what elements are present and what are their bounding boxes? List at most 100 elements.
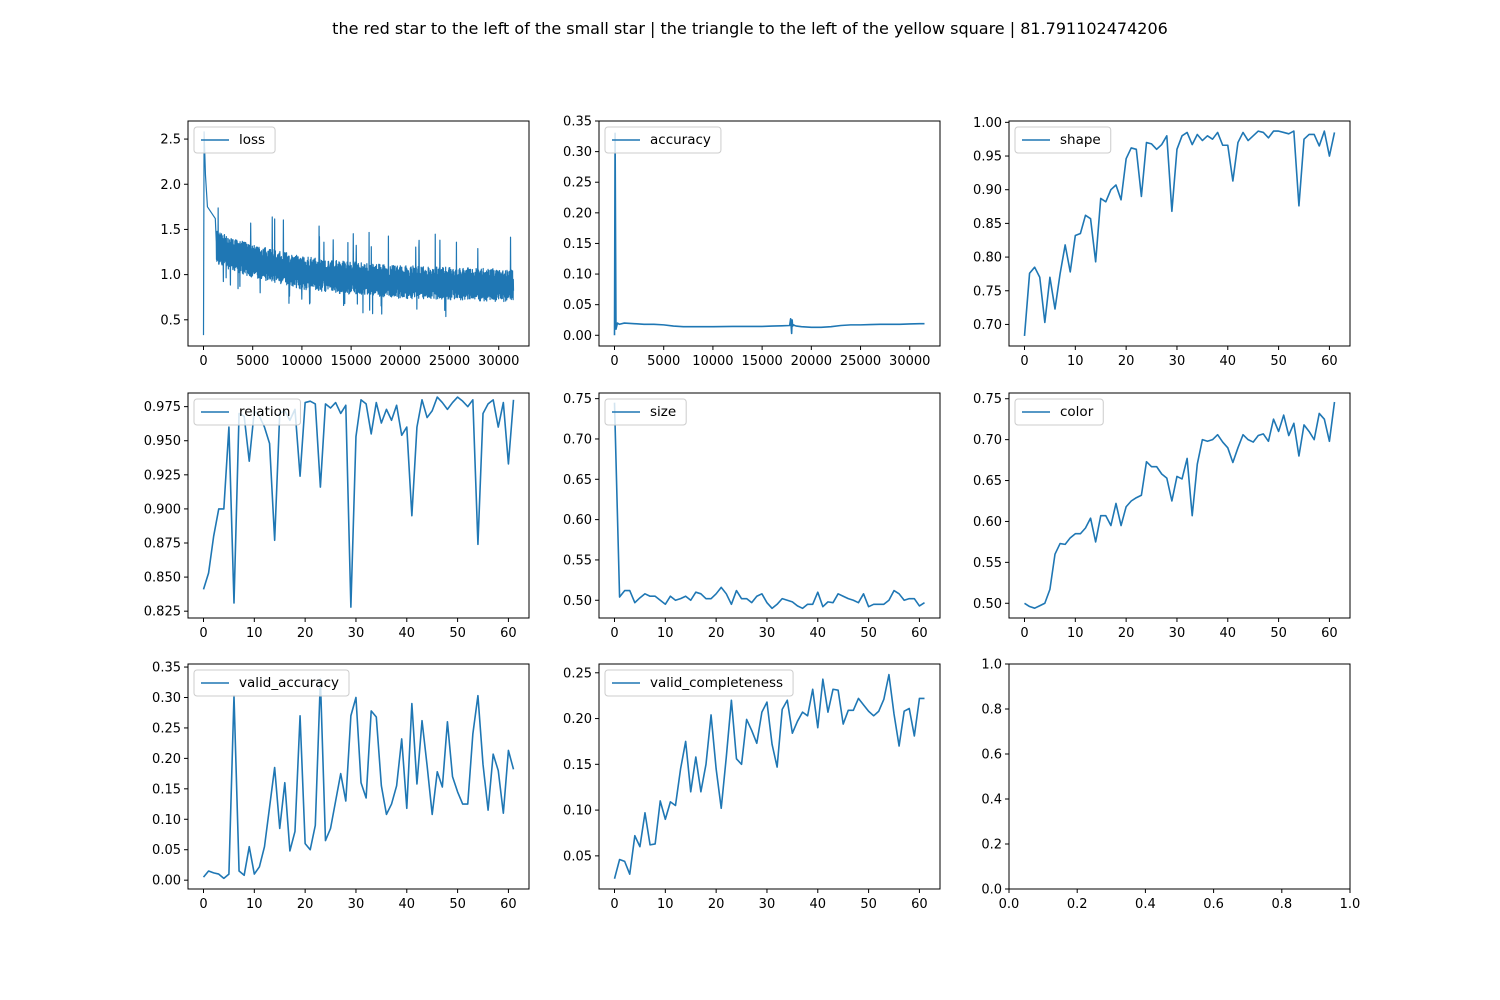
y-tick-label: 0.85 — [973, 217, 1002, 232]
subplot-accuracy: 0 5000 10000 15000 20000 25000 30000 0.00 0.05 0.… — [563, 115, 941, 369]
axes-frame — [598, 392, 941, 619]
legend-label: shape — [1060, 132, 1101, 148]
y-tick-label: 2.0 — [160, 178, 181, 193]
x-tick-label: 50 — [860, 626, 877, 641]
x-tick-label: 10 — [657, 626, 674, 641]
x-tick-label: 10000 — [692, 354, 733, 369]
subplot-valid_accuracy: 0 10 20 30 40 50 60 0.00 0.05 0.10 0.15 0.20 0.25 0.3… — [152, 661, 530, 912]
y-tick-label: 1.0 — [981, 658, 1002, 673]
x-tick-label: 20 — [1118, 354, 1135, 369]
y-tick-label: 0.8 — [981, 703, 1002, 718]
legend-box — [604, 126, 722, 154]
x-tick-label: 50 — [860, 897, 877, 912]
y-tick-label: 0.850 — [144, 571, 181, 586]
x-tick-label: 5000 — [647, 354, 680, 369]
x-tick-label: 10 — [246, 626, 263, 641]
y-tick-label: 0.00 — [152, 874, 181, 889]
legend: loss — [193, 126, 276, 154]
x-tick-label: 30 — [759, 897, 776, 912]
x-tick-label: 20000 — [380, 354, 421, 369]
x-tick-label: 30000 — [889, 354, 930, 369]
y-tick-label: 1.00 — [973, 116, 1002, 131]
subplot-loss: 0 5000 10000 15000 20000 25000 30000 0.5 1.0 1.5 2… — [160, 120, 530, 369]
y-tick-label: 0.925 — [144, 468, 181, 483]
y-tick-label: 0.0 — [981, 883, 1002, 898]
y-tick-label: 0.10 — [563, 804, 592, 819]
y-tick-label: 0.75 — [973, 392, 1002, 407]
legend-label: valid_accuracy — [239, 675, 339, 691]
y-tick-label: 0.60 — [973, 515, 1002, 530]
y-tick-label: 1.0 — [160, 268, 181, 283]
y-tick-label: 0.05 — [563, 298, 592, 313]
axes-frame — [598, 120, 941, 347]
x-tick-label: 0.2 — [1067, 897, 1088, 912]
y-tick-label: 0.70 — [563, 432, 592, 447]
y-tick-label: 0.55 — [563, 553, 592, 568]
x-tick-label: 0 — [610, 626, 618, 641]
axes-frame — [1008, 120, 1351, 347]
x-tick-label: 40 — [399, 626, 416, 641]
x-tick-label: 20 — [1118, 626, 1135, 641]
y-tick-label: 0.00 — [563, 329, 592, 344]
axes-frame — [187, 120, 530, 347]
x-tick-label: 30 — [348, 897, 365, 912]
y-tick-label: 0.65 — [563, 473, 592, 488]
x-tick-label: 20 — [297, 626, 314, 641]
legend: accuracy — [604, 126, 722, 154]
axes-frame — [1008, 392, 1351, 619]
x-tick-label: 30000 — [478, 354, 519, 369]
x-tick-label: 20 — [708, 897, 725, 912]
y-tick-label: 1.5 — [160, 223, 181, 238]
legend-box — [1014, 398, 1104, 426]
subplot-color: 0 10 20 30 40 50 60 0.50 0.55 0.60 0.65 0.70 0.75 col… — [973, 392, 1351, 641]
x-tick-label: 10 — [1067, 354, 1084, 369]
x-tick-label: 40 — [1220, 354, 1237, 369]
x-tick-label: 0 — [610, 897, 618, 912]
figure-title: the red star to the left of the small st… — [332, 19, 1168, 38]
x-tick-label: 30 — [759, 626, 776, 641]
x-tick-label: 20 — [708, 626, 725, 641]
y-tick-label: 0.950 — [144, 434, 181, 449]
y-tick-label: 0.10 — [563, 268, 592, 283]
x-tick-label: 10 — [1067, 626, 1084, 641]
y-tick-label: 0.6 — [981, 748, 1002, 763]
x-tick-label: 20 — [297, 897, 314, 912]
y-tick-label: 0.10 — [152, 813, 181, 828]
y-tick-label: 0.50 — [563, 594, 592, 609]
y-tick-label: 0.20 — [563, 206, 592, 221]
y-tick-label: 0.15 — [563, 758, 592, 773]
legend: relation — [193, 398, 301, 426]
axes-frame — [187, 663, 530, 890]
x-tick-label: 60 — [500, 897, 517, 912]
y-tick-label: 0.20 — [563, 712, 592, 727]
legend-box — [604, 669, 794, 697]
y-tick-label: 0.60 — [563, 513, 592, 528]
axes-frame — [187, 392, 530, 619]
legend: valid_completeness — [604, 669, 794, 697]
y-tick-label: 0.25 — [563, 666, 592, 681]
legend-box — [604, 398, 687, 426]
x-tick-label: 30 — [348, 626, 365, 641]
x-tick-label: 0.8 — [1271, 897, 1292, 912]
y-tick-label: 0.25 — [152, 721, 181, 736]
x-tick-label: 50 — [449, 626, 466, 641]
x-tick-label: 0 — [199, 897, 207, 912]
x-tick-label: 25000 — [840, 354, 881, 369]
subplot-size: 0 10 20 30 40 50 60 0.50 0.55 0.60 0.65 0.70 0.75 siz… — [563, 392, 941, 641]
x-tick-label: 5000 — [236, 354, 269, 369]
y-tick-label: 0.2 — [981, 838, 1002, 853]
x-tick-label: 60 — [911, 897, 928, 912]
x-tick-label: 25000 — [429, 354, 470, 369]
x-tick-label: 0 — [1020, 354, 1028, 369]
y-tick-label: 0.30 — [152, 691, 181, 706]
x-tick-label: 15000 — [330, 354, 371, 369]
y-tick-label: 0.90 — [973, 183, 1002, 198]
legend-label: valid_completeness — [650, 675, 783, 691]
legend-box — [1014, 126, 1112, 154]
x-tick-label: 50 — [1270, 354, 1287, 369]
x-tick-label: 15000 — [741, 354, 782, 369]
subplot-shape: 0 10 20 30 40 50 60 0.70 0.75 0.80 0.85 0.90 0.95 1.0… — [973, 116, 1351, 369]
y-tick-label: 0.875 — [144, 537, 181, 552]
y-tick-label: 0.75 — [563, 392, 592, 407]
